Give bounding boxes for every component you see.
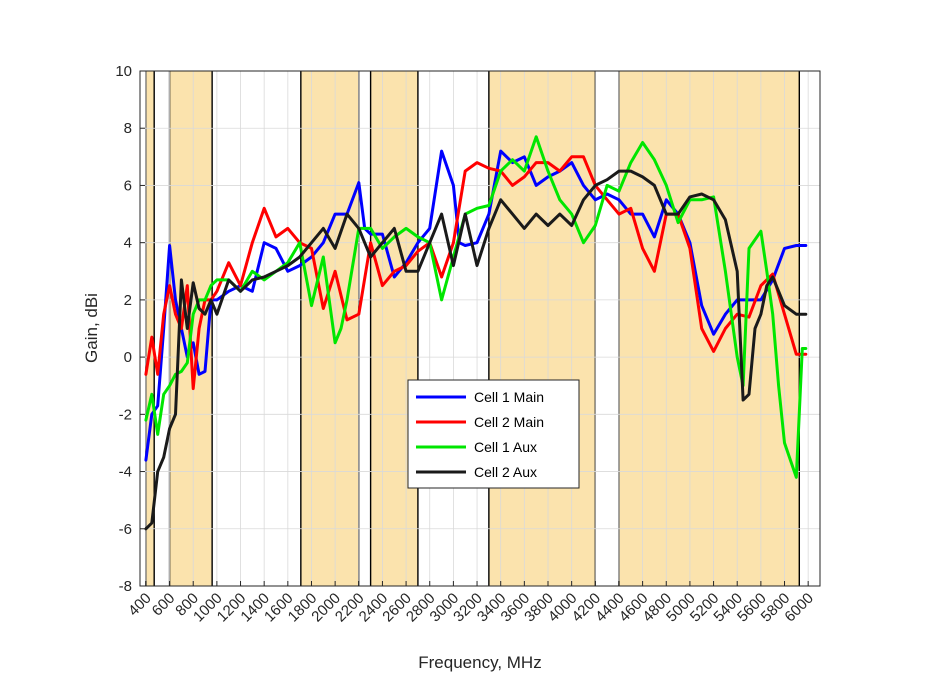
plot-frame: [139, 70, 821, 587]
y-tick-label: -8: [119, 578, 132, 595]
y-tick-label: -2: [119, 406, 132, 423]
band-3: [370, 71, 418, 586]
legend-label-1: Cell 2 Main: [474, 414, 544, 430]
y-tick-label: -6: [119, 521, 132, 538]
band-5: [618, 71, 800, 586]
legend: Cell 1 Main Cell 2 Main Cell 1 Aux Cell 2 A…: [407, 379, 580, 489]
series-line-3: [144, 169, 808, 531]
band-4: [488, 71, 596, 586]
grid-lines: [140, 70, 820, 587]
legend-label-2: Cell 1 Aux: [474, 439, 537, 455]
y-tick-label: 6: [124, 177, 132, 194]
y-tick-label: 0: [124, 349, 132, 366]
band-2: [300, 71, 359, 586]
legend-label-3: Cell 2 Aux: [474, 464, 537, 480]
legend-label-0: Cell 1 Main: [474, 389, 544, 405]
y-tick-label: -4: [119, 464, 132, 481]
y-tick-label: 10: [115, 63, 132, 80]
y-tick-label: 2: [124, 292, 132, 309]
x-axis-label: Frequency, MHz: [418, 653, 541, 672]
y-tick-label: 4: [124, 235, 132, 252]
y-axis-label: Gain, dBi: [82, 293, 101, 363]
y-tick-label: 8: [124, 120, 132, 137]
y-tick-labels: -8 -6 -4 -2 0 2 4 6 8 10: [115, 63, 145, 595]
band-0: [145, 71, 155, 586]
data-series: [144, 135, 808, 531]
series-line-1: [144, 155, 808, 391]
